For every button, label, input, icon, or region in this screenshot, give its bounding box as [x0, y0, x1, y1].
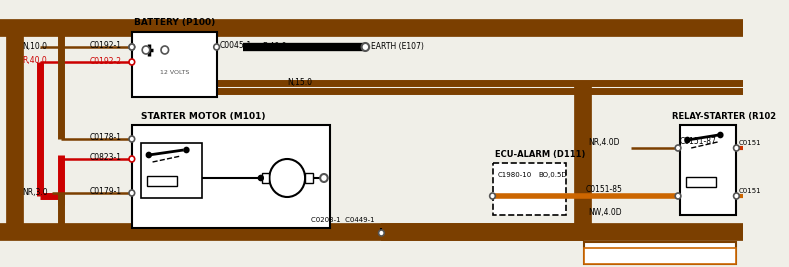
Text: EARTH (E107): EARTH (E107)	[371, 41, 424, 50]
Text: C0045-1: C0045-1	[219, 41, 252, 50]
Circle shape	[142, 46, 150, 54]
Bar	[686, 177, 716, 187]
Text: RELAY-STARTER (R102: RELAY-STARTER (R102	[672, 112, 776, 120]
Text: B,40.0: B,40.0	[262, 41, 286, 50]
Circle shape	[379, 230, 384, 236]
Circle shape	[129, 44, 135, 50]
Text: N,10.0: N,10.0	[23, 41, 47, 50]
Circle shape	[361, 43, 369, 51]
Text: C0151-85: C0151-85	[585, 186, 623, 194]
Text: NR,3.0: NR,3.0	[23, 187, 48, 197]
Text: C0192-1: C0192-1	[89, 41, 122, 50]
Circle shape	[129, 156, 135, 162]
Text: C0151-87: C0151-87	[680, 138, 716, 147]
Circle shape	[718, 132, 723, 138]
Circle shape	[675, 145, 681, 151]
Circle shape	[129, 59, 135, 65]
Circle shape	[129, 44, 135, 50]
Bar	[132, 32, 217, 97]
Text: ECU-ALARM (D111): ECU-ALARM (D111)	[495, 150, 585, 159]
Text: 12 VOLTS: 12 VOLTS	[159, 69, 189, 74]
Bar	[584, 248, 736, 264]
Circle shape	[675, 193, 681, 199]
Text: C0192-2: C0192-2	[89, 57, 122, 65]
Text: C1980-10: C1980-10	[497, 172, 532, 178]
Bar	[492, 163, 566, 215]
Text: NR,4.0D: NR,4.0D	[589, 138, 620, 147]
Circle shape	[129, 190, 135, 196]
Circle shape	[734, 193, 739, 199]
Circle shape	[184, 147, 189, 152]
Text: C0823-1: C0823-1	[89, 154, 122, 163]
Bar	[305, 173, 312, 183]
Circle shape	[259, 175, 264, 180]
Bar	[147, 176, 177, 186]
Bar	[584, 242, 736, 264]
Text: BATTERY (P100): BATTERY (P100)	[133, 18, 215, 28]
Text: STARTER MOTOR (M101): STARTER MOTOR (M101)	[141, 112, 266, 120]
Text: C0178-1: C0178-1	[89, 134, 122, 143]
Text: C0203-1  C0449-1: C0203-1 C0449-1	[311, 217, 375, 223]
Text: C0179-1: C0179-1	[89, 187, 122, 197]
Text: N,15.0: N,15.0	[287, 77, 312, 87]
Bar	[132, 125, 330, 228]
Circle shape	[685, 138, 690, 143]
Circle shape	[734, 145, 739, 151]
Circle shape	[129, 136, 135, 142]
Text: C0151: C0151	[739, 188, 761, 194]
Text: C0151: C0151	[739, 140, 761, 146]
Circle shape	[214, 44, 219, 50]
Text: R,40.0: R,40.0	[23, 57, 47, 65]
Circle shape	[490, 193, 495, 199]
Bar	[141, 143, 203, 198]
Bar	[262, 173, 269, 183]
Text: NW,4.0D: NW,4.0D	[589, 209, 623, 218]
Circle shape	[147, 152, 151, 158]
Circle shape	[320, 174, 327, 182]
Bar	[680, 125, 736, 215]
Circle shape	[161, 46, 169, 54]
Text: BO,0.5D: BO,0.5D	[539, 172, 567, 178]
Circle shape	[269, 159, 305, 197]
